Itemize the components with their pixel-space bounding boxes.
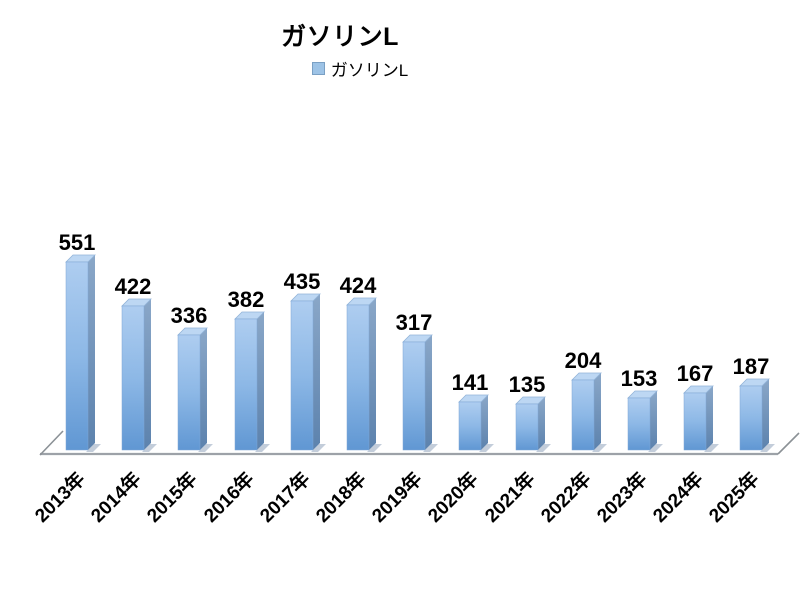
- category-label: 2022年: [536, 467, 596, 527]
- bar-side-face: [369, 298, 376, 450]
- category-label: 2021年: [480, 467, 540, 527]
- bar-side-face: [650, 391, 657, 450]
- data-label: 153: [621, 366, 658, 391]
- bar-front-face: [683, 392, 707, 451]
- data-label: 424: [340, 273, 377, 298]
- category-label: 2024年: [648, 467, 708, 527]
- bar-front-face: [515, 403, 539, 451]
- bar-side-face: [200, 328, 207, 450]
- data-label: 141: [452, 370, 489, 395]
- data-label: 336: [171, 303, 208, 328]
- data-label: 135: [509, 372, 546, 397]
- floor-right-edge: [777, 432, 800, 455]
- bar-base-shadow: [536, 444, 551, 452]
- bar-front-face: [177, 334, 201, 451]
- bar-front-face: [627, 397, 651, 451]
- category-label: 2025年: [704, 467, 764, 527]
- bar-front-face: [234, 318, 258, 451]
- bar-side-face: [706, 386, 713, 450]
- category-label: 2018年: [311, 467, 371, 527]
- bar-side-face: [88, 255, 95, 450]
- category-label: 2017年: [255, 467, 315, 527]
- bar-front-face: [290, 300, 314, 451]
- bar-side-face: [425, 335, 432, 450]
- bar-base-shadow: [255, 444, 270, 452]
- category-label: 2014年: [86, 467, 146, 527]
- chart-title: ガソリンL: [281, 23, 399, 51]
- bar-base-shadow: [479, 444, 494, 452]
- bar-side-face: [538, 397, 545, 450]
- data-label: 382: [228, 287, 265, 312]
- data-label: 551: [59, 230, 96, 255]
- bar-front-face: [121, 305, 145, 451]
- category-label: 2015年: [142, 467, 202, 527]
- data-label: 187: [733, 354, 770, 379]
- legend-swatch-icon: [311, 62, 325, 75]
- bar-base-shadow: [648, 444, 663, 452]
- bar-base-shadow: [423, 444, 438, 452]
- bar-base-shadow: [311, 444, 326, 452]
- bar-base-shadow: [86, 444, 101, 452]
- bar-base-shadow: [142, 444, 157, 452]
- bar-base-shadow: [367, 444, 382, 452]
- data-label: 435: [284, 269, 321, 294]
- category-label: 2013年: [30, 467, 90, 527]
- category-label: 2019年: [367, 467, 427, 527]
- bar-side-face: [257, 312, 264, 450]
- bar-front-face: [346, 304, 370, 451]
- legend: ガソリンL: [250, 56, 470, 81]
- category-label: 2020年: [423, 467, 483, 527]
- bar-front-face: [571, 379, 595, 451]
- bar-front-face: [402, 341, 426, 451]
- data-label: 422: [115, 274, 152, 299]
- bar-side-face: [481, 395, 488, 450]
- bar-side-face: [594, 373, 601, 450]
- floor-left-edge: [39, 430, 64, 456]
- bar-front-face: [739, 385, 763, 451]
- bar-front-face: [458, 401, 482, 451]
- data-label: 317: [396, 310, 433, 335]
- bar-front-face: [65, 261, 89, 451]
- bar-base-shadow: [198, 444, 213, 452]
- data-label: 167: [677, 361, 714, 386]
- category-label: 2023年: [592, 467, 652, 527]
- bar-side-face: [144, 299, 151, 450]
- bar-base-shadow: [592, 444, 607, 452]
- bar-side-face: [762, 379, 769, 450]
- bar-base-shadow: [760, 444, 775, 452]
- category-label: 2016年: [199, 467, 259, 527]
- data-label: 204: [565, 348, 602, 373]
- legend-item-label: ガソリンL: [330, 61, 409, 80]
- bar-side-face: [313, 294, 320, 450]
- bar-base-shadow: [704, 444, 719, 452]
